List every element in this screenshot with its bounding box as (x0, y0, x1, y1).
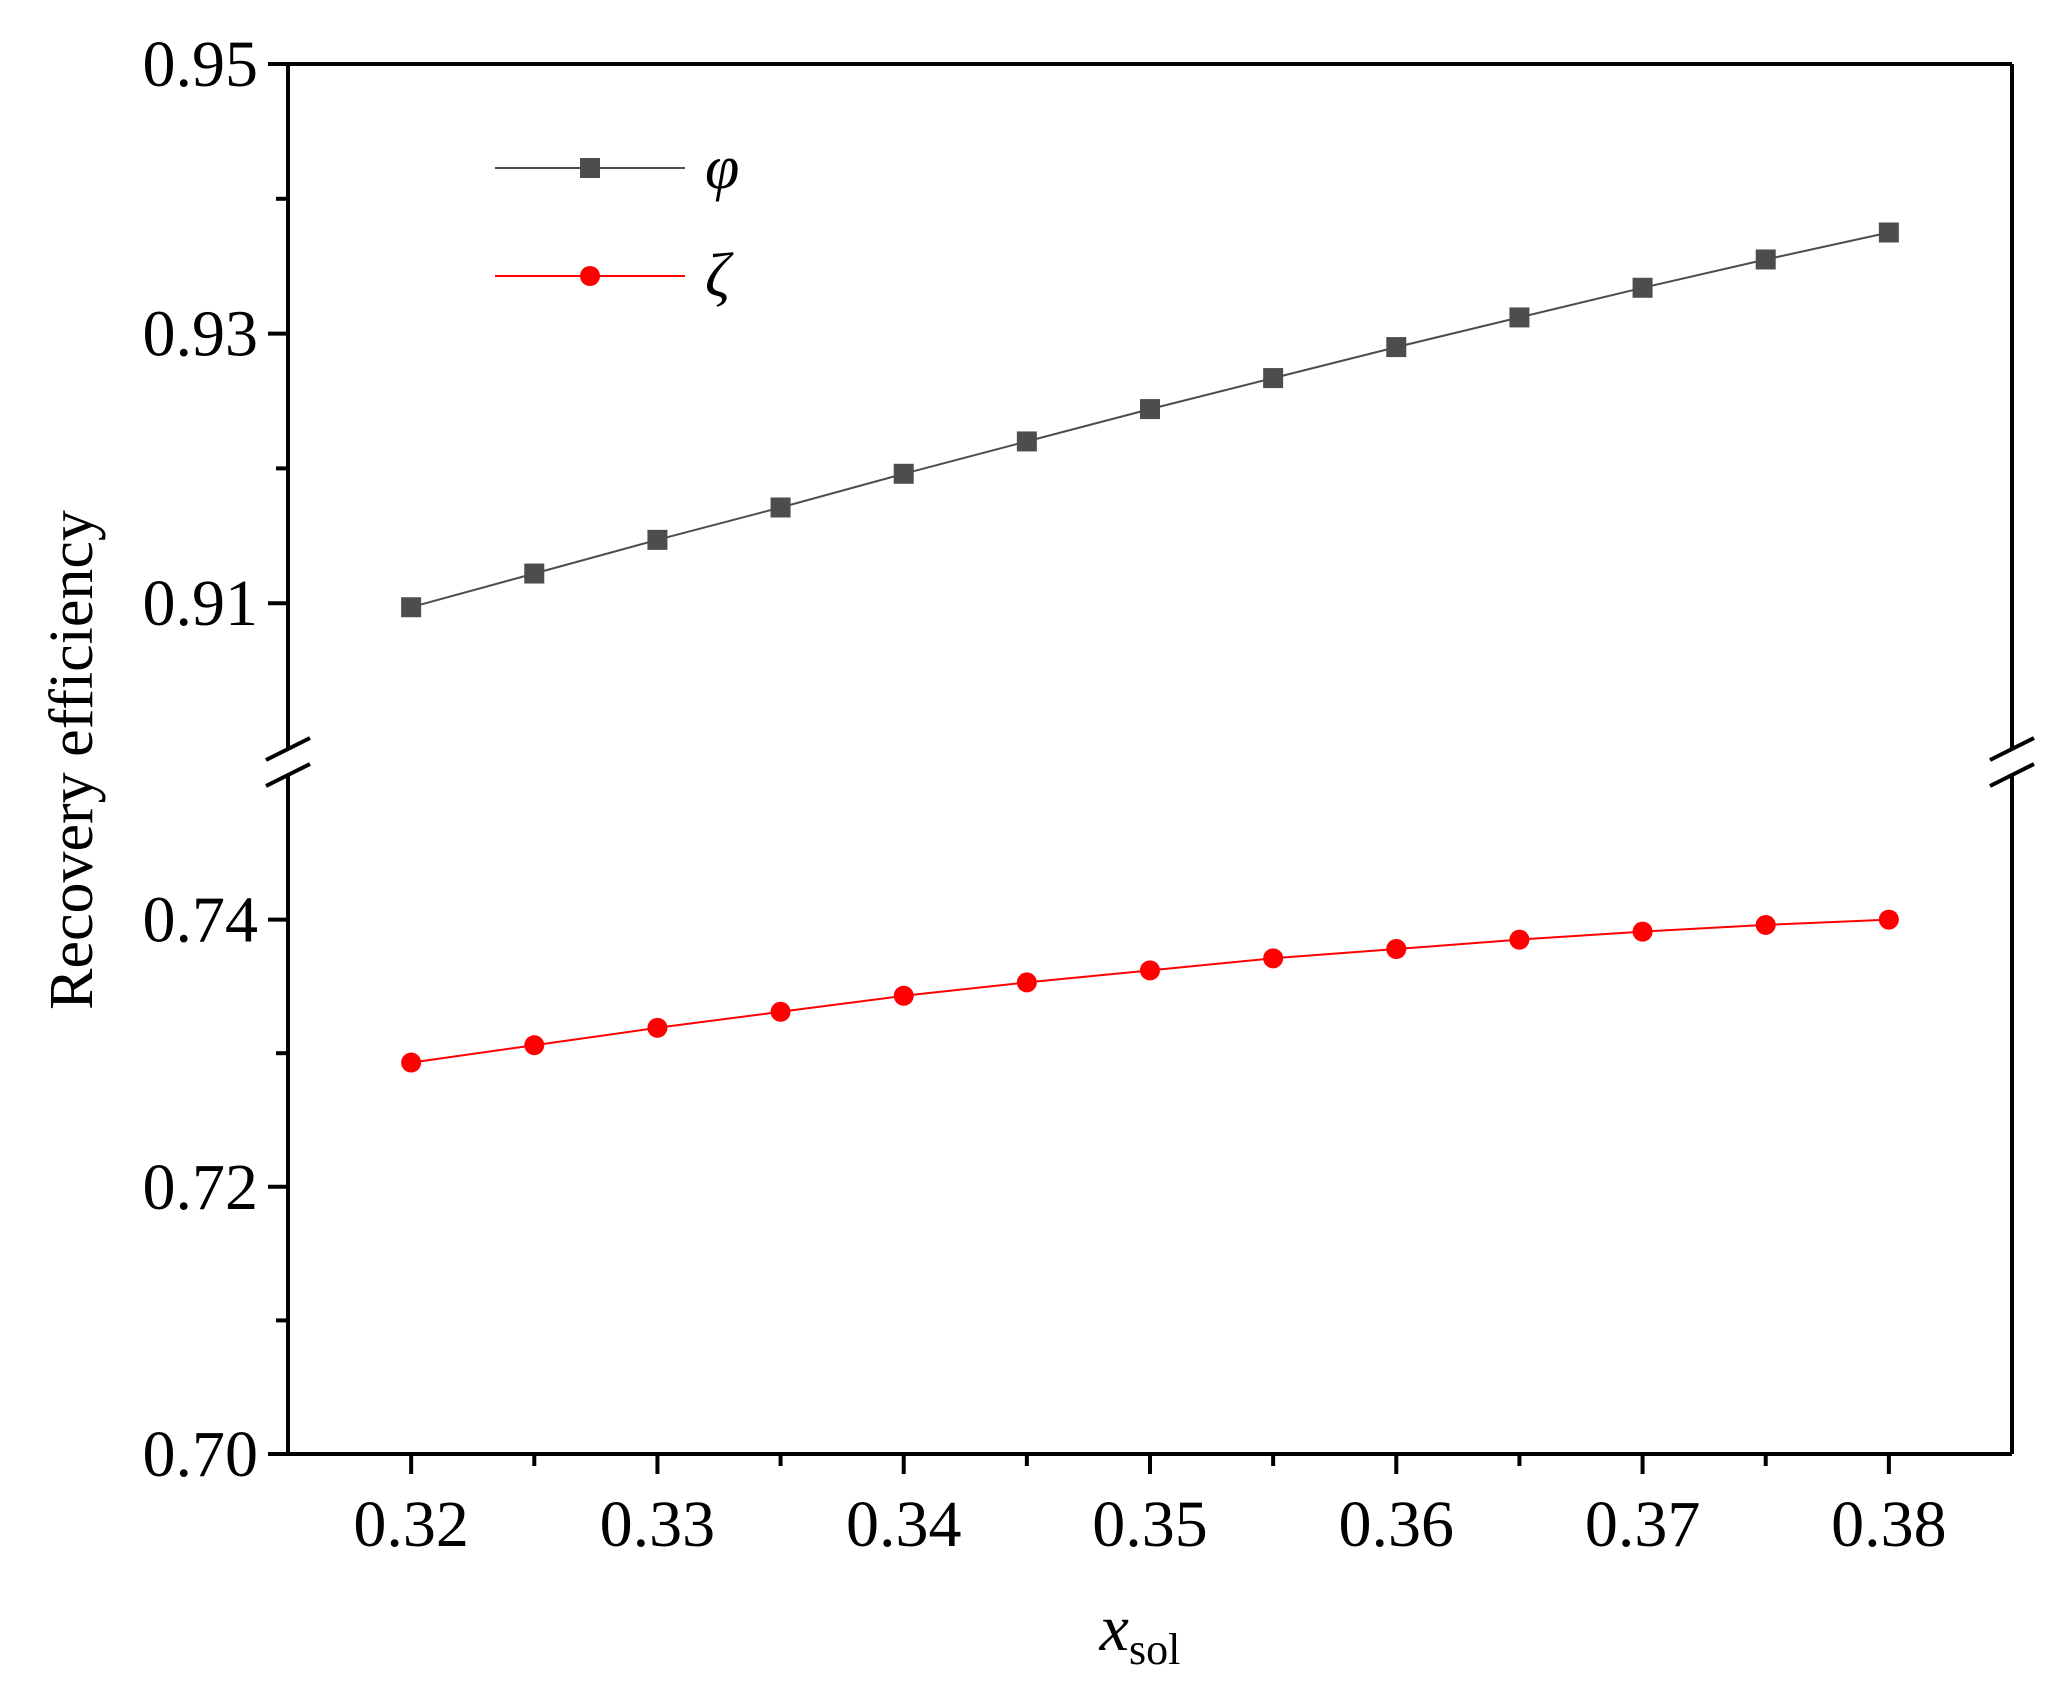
y-axis: 0.70 0.72 0.74 0.91 0.93 0.95 (143, 28, 288, 1491)
series-1 (401, 222, 1899, 618)
x-tick-label: 0.34 (846, 1488, 962, 1561)
legend-item: ζ (495, 242, 734, 310)
data-point (1016, 972, 1037, 993)
y-tick-label: 0.91 (143, 567, 259, 640)
legend-item: φ (495, 134, 739, 202)
legend-label: ζ (705, 242, 734, 310)
data-point (647, 529, 668, 550)
x-tick-label: 0.38 (1831, 1488, 1947, 1561)
data-point (1878, 222, 1899, 243)
y-tick-label: 0.74 (143, 884, 259, 957)
axis-break-mark-left-1 (265, 736, 311, 762)
data-point (1509, 929, 1530, 950)
x-tick-label: 0.35 (1092, 1488, 1208, 1561)
x-axis-title: xsol (1099, 1592, 1181, 1674)
y-axis-title: Recovery efficiency (38, 510, 106, 1010)
y-tick-label: 0.72 (143, 1151, 259, 1224)
series-line (410, 918, 1889, 1064)
x-axis-title-main: x (1099, 1592, 1129, 1665)
series-line (410, 231, 1890, 609)
data-point (647, 1017, 668, 1038)
data-point (770, 1001, 791, 1022)
x-axis-title-subscript: sol (1129, 1625, 1180, 1674)
data-point (524, 563, 545, 584)
data-point (1263, 948, 1284, 969)
x-tick-label: 0.37 (1585, 1488, 1701, 1561)
legend: φζ (495, 134, 739, 310)
x-tick-label: 0.33 (600, 1488, 716, 1561)
plot-area (401, 222, 1899, 1073)
axis-break-mark-right-2 (1989, 762, 2035, 788)
legend-marker (580, 158, 600, 178)
axis-break-mark-right-1 (1989, 736, 2035, 762)
data-point (401, 1052, 422, 1073)
data-point (1016, 431, 1037, 452)
data-point (1386, 938, 1407, 959)
axis-break-mark-left-2 (265, 762, 311, 788)
data-point (524, 1035, 545, 1056)
legend-label: φ (705, 134, 739, 202)
y-tick-label: 0.70 (143, 1418, 259, 1491)
data-point (1140, 399, 1160, 420)
data-point (1263, 368, 1284, 389)
data-point (893, 463, 914, 484)
data-point (770, 497, 791, 518)
y-tick-label: 0.95 (143, 28, 259, 101)
x-tick-label: 0.32 (353, 1488, 469, 1561)
series-2 (401, 909, 1899, 1073)
legend-marker (580, 266, 600, 286)
data-point (1755, 914, 1776, 935)
x-tick-label: 0.36 (1339, 1488, 1455, 1561)
x-axis: 0.32 0.33 0.34 0.35 0.36 0.37 0.38 (353, 1454, 1947, 1561)
data-point (1509, 307, 1530, 328)
data-point (1386, 337, 1407, 358)
data-point (893, 985, 914, 1006)
y-tick-label: 0.93 (143, 298, 259, 371)
data-point (1755, 249, 1776, 270)
data-point (1632, 921, 1653, 942)
plot-frame (265, 62, 2035, 1456)
data-point (1878, 909, 1899, 930)
data-point (1140, 960, 1160, 981)
data-point (401, 597, 422, 618)
data-point (1632, 277, 1653, 298)
